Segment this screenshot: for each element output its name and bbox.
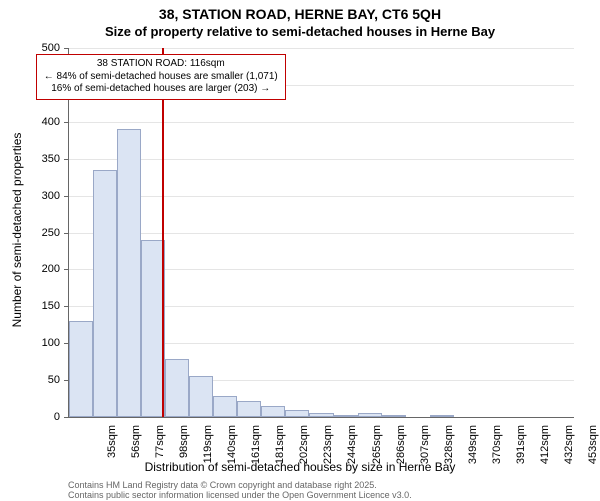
chart-title-main: 38, STATION ROAD, HERNE BAY, CT6 5QH (0, 6, 600, 22)
attribution: Contains HM Land Registry data © Crown c… (68, 480, 412, 501)
y-tick-mark (64, 269, 68, 270)
x-tick-label: 181sqm (274, 425, 286, 465)
histogram-bar (93, 170, 117, 417)
y-tick-label: 500 (30, 42, 60, 54)
histogram-bar (261, 406, 285, 417)
histogram-bar (69, 321, 93, 417)
x-tick-label: 453sqm (587, 425, 599, 465)
histogram-bar (165, 359, 189, 417)
annotation-line2: ← 84% of semi-detached houses are smalle… (43, 71, 279, 84)
histogram-bar (189, 376, 213, 417)
reference-line (162, 48, 164, 417)
histogram-bar (334, 415, 358, 417)
histogram-bar (430, 415, 454, 417)
y-tick-label: 150 (30, 300, 60, 312)
attribution-line1: Contains HM Land Registry data © Crown c… (68, 480, 412, 490)
y-tick-mark (64, 159, 68, 160)
x-tick-label: 307sqm (419, 425, 431, 465)
chart-title-sub: Size of property relative to semi-detach… (0, 24, 600, 39)
x-tick-label: 202sqm (298, 425, 310, 465)
histogram-bar (358, 413, 382, 417)
y-tick-mark (64, 196, 68, 197)
x-tick-label: 244sqm (346, 425, 358, 465)
x-tick-label: 286sqm (395, 425, 407, 465)
attribution-line2: Contains public sector information licen… (68, 490, 412, 500)
annotation-line1: 38 STATION ROAD: 116sqm (43, 58, 279, 71)
gridline (69, 122, 574, 123)
x-tick-label: 223sqm (322, 425, 334, 465)
y-tick-mark (64, 122, 68, 123)
y-tick-mark (64, 48, 68, 49)
y-tick-label: 300 (30, 190, 60, 202)
histogram-bar (285, 410, 309, 417)
x-tick-label: 432sqm (563, 425, 575, 465)
x-tick-label: 77sqm (154, 425, 166, 465)
y-tick-mark (64, 417, 68, 418)
x-tick-label: 412sqm (539, 425, 551, 465)
x-tick-label: 349sqm (467, 425, 479, 465)
x-tick-label: 161sqm (250, 425, 262, 465)
x-tick-label: 56sqm (130, 425, 142, 465)
y-tick-label: 350 (30, 153, 60, 165)
y-tick-label: 0 (30, 411, 60, 423)
y-axis-label: Number of semi-detached properties (10, 133, 24, 328)
plot-area (68, 48, 574, 418)
histogram-bar (213, 396, 237, 417)
x-tick-label: 35sqm (106, 425, 118, 465)
gridline (69, 196, 574, 197)
x-tick-label: 98sqm (178, 425, 190, 465)
y-tick-mark (64, 233, 68, 234)
y-tick-label: 100 (30, 337, 60, 349)
x-tick-label: 265sqm (371, 425, 383, 465)
x-tick-label: 328sqm (443, 425, 455, 465)
y-tick-mark (64, 306, 68, 307)
y-tick-label: 50 (30, 374, 60, 386)
x-tick-label: 140sqm (226, 425, 238, 465)
y-tick-label: 400 (30, 116, 60, 128)
x-tick-label: 370sqm (491, 425, 503, 465)
gridline (69, 159, 574, 160)
histogram-bar (117, 129, 141, 417)
histogram-bar (309, 413, 333, 417)
histogram-bar (237, 401, 261, 417)
annotation-box: 38 STATION ROAD: 116sqm← 84% of semi-det… (36, 54, 286, 100)
histogram-bar (382, 415, 406, 417)
x-tick-label: 119sqm (202, 425, 214, 465)
y-tick-mark (64, 343, 68, 344)
x-tick-label: 391sqm (515, 425, 527, 465)
gridline (69, 48, 574, 49)
y-tick-mark (64, 380, 68, 381)
y-tick-label: 250 (30, 227, 60, 239)
gridline (69, 233, 574, 234)
annotation-line3: 16% of semi-detached houses are larger (… (43, 83, 279, 96)
y-tick-label: 200 (30, 263, 60, 275)
